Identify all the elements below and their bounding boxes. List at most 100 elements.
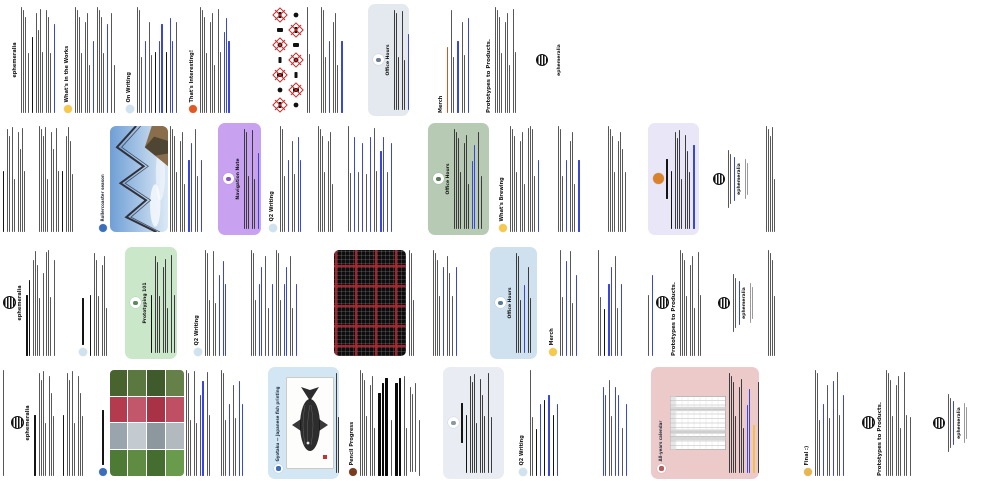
page-sliver[interactable]: [763, 121, 777, 237]
page-masthead[interactable]: ephemeralia: [8, 365, 55, 481]
page-sliver[interactable]: [0, 365, 4, 481]
text-line: [698, 252, 700, 356]
text-line: [182, 132, 184, 232]
page-notes[interactable]: [555, 121, 600, 237]
page-navigation-note[interactable]: Navigation Note: [215, 121, 262, 237]
photo-tile: [147, 423, 165, 450]
page-intro[interactable]: [0, 121, 33, 237]
page-note-card[interactable]: [440, 365, 505, 481]
text-line: [515, 253, 517, 353]
page-calendar[interactable]: All-years calendar: [648, 365, 760, 481]
photo-caption: Rollercoaster season: [99, 174, 105, 222]
heading-row: [79, 250, 87, 356]
masthead: ephemeralia: [11, 7, 21, 113]
page-photo-tartan[interactable]: [330, 245, 425, 361]
page-intro[interactable]: [60, 365, 90, 481]
text-line: [211, 13, 213, 113]
text-line: [43, 135, 45, 232]
section-heading: Final :): [804, 445, 811, 466]
page-content: [440, 365, 505, 481]
page-office-hours[interactable]: Office Hours: [365, 2, 410, 118]
page-content: Prototyping 101: [122, 245, 178, 361]
page-links[interactable]: [248, 245, 323, 361]
page-thats-interesting[interactable]: That's Interesting!: [185, 2, 240, 118]
page-prototyping-101[interactable]: Prototyping 101: [122, 245, 178, 361]
link-line: [749, 389, 751, 473]
text-line: [265, 256, 267, 356]
text-line: [196, 175, 198, 232]
page-intro[interactable]: ephemeralia: [8, 2, 55, 118]
page-footer[interactable]: ephemeralia: [705, 121, 760, 237]
text-line: [325, 56, 327, 113]
text-line: [561, 296, 563, 356]
page-footer[interactable]: ephemeralia: [925, 365, 970, 481]
page-links[interactable]: [345, 121, 398, 237]
page-prototypes[interactable]: Prototypes to Products.: [482, 2, 521, 118]
page-links[interactable]: [600, 365, 642, 481]
page-photo-garden[interactable]: [95, 365, 210, 481]
page-on-writing[interactable]: On Writing: [122, 2, 178, 118]
page-notes[interactable]: [218, 365, 260, 481]
page-notes[interactable]: [605, 121, 638, 237]
page-pencil-progress[interactable]: Pencil Progress: [345, 365, 438, 481]
text-line: [390, 419, 392, 476]
page-merch[interactable]: Merch: [545, 245, 589, 361]
emoji-badge-icon: [269, 224, 277, 232]
page-office-hours[interactable]: Office Hours: [425, 121, 490, 237]
page-final[interactable]: Final :): [800, 365, 845, 481]
text-line: [206, 253, 208, 356]
text-line: [374, 128, 376, 232]
page-notes[interactable]: [315, 121, 340, 237]
page-hazard-pictograms[interactable]: [268, 2, 312, 118]
page-footer[interactable]: ephemeralia: [710, 245, 760, 361]
text-line: [245, 132, 247, 229]
page-photo-rollercoaster[interactable]: Rollercoaster season: [95, 121, 212, 237]
page-prototypes[interactable]: Prototypes to Products.: [645, 245, 705, 361]
page-footer[interactable]: ephemeralia: [528, 2, 568, 118]
link-line: [382, 136, 384, 232]
page-gyotaku[interactable]: Gyotaku — Japanese fish printing: [265, 365, 340, 481]
page-notes[interactable]: [430, 245, 480, 361]
page-content: [645, 121, 700, 237]
badge-glyph-icon: [451, 420, 456, 426]
photo-tile: [165, 370, 184, 396]
text-line: [544, 399, 546, 476]
page-office-hours[interactable]: Office Hours: [487, 245, 538, 361]
link-line: [300, 159, 302, 232]
text-line: [459, 172, 461, 229]
link-line: [107, 23, 109, 113]
page-content: What's Brewing: [495, 121, 550, 237]
page-note[interactable]: [75, 245, 110, 361]
text-line: [371, 376, 373, 476]
page-notes[interactable]: [318, 2, 354, 118]
text-line: [55, 128, 57, 232]
card-header: Office Hours: [373, 10, 394, 110]
page-notes[interactable]: [595, 245, 640, 361]
text-line: [451, 10, 453, 113]
page-q2-writing[interactable]: Q2 Writing: [265, 121, 312, 237]
page-note-card[interactable]: [645, 121, 700, 237]
page-intro[interactable]: [36, 121, 90, 237]
page-whats-brewing[interactable]: What's Brewing: [495, 121, 550, 237]
page-q2-writing[interactable]: Q2 Writing: [190, 245, 240, 361]
text-line: [455, 132, 457, 229]
page-sliver[interactable]: [765, 245, 776, 361]
photo-tile: [109, 423, 128, 450]
text-line: [281, 129, 283, 232]
page-content: [0, 365, 4, 481]
text-line: [47, 179, 49, 232]
text-line: [51, 393, 53, 476]
photo-tile: [147, 450, 165, 476]
text-line: [86, 13, 88, 113]
text-line: [97, 7, 99, 113]
text-line: [225, 419, 227, 476]
text-line: [348, 126, 349, 232]
badge-glyph-icon: [133, 300, 138, 306]
page-prototypes[interactable]: Prototypes to Products.: [858, 365, 912, 481]
text-line: [43, 273, 45, 356]
page-merch[interactable]: Merch: [435, 2, 477, 118]
page-masthead[interactable]: ephemeralia: [0, 245, 55, 361]
text-line: [513, 9, 515, 113]
page-whats-in-the-works[interactable]: What's in the Works: [60, 2, 115, 118]
page-q2-writing[interactable]: Q2 Writing: [515, 365, 560, 481]
